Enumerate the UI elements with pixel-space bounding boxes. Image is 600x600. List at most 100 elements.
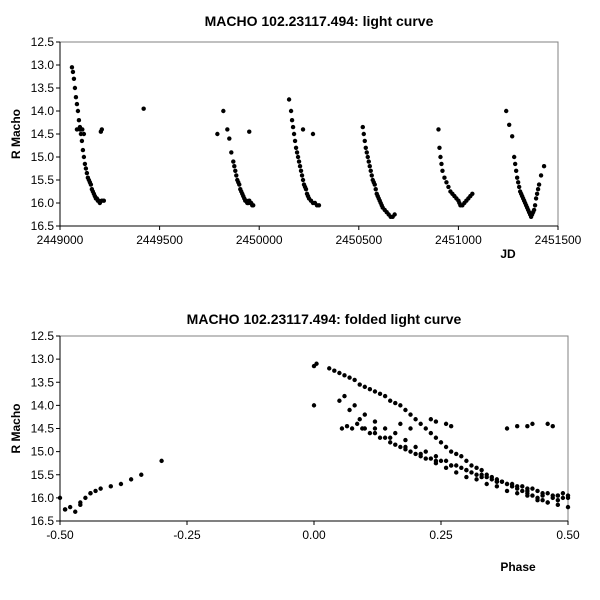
y-tick-label: 16.0 <box>31 196 55 210</box>
data-point <box>362 384 367 390</box>
data-point <box>388 398 393 403</box>
data-point <box>83 166 89 171</box>
y-tick-label: 12.5 <box>31 329 55 343</box>
data-point <box>515 180 521 185</box>
data-point <box>80 147 86 153</box>
y-tick-label: 14.0 <box>31 398 55 412</box>
x-tick-label: 2451500 <box>535 233 582 247</box>
data-point <box>454 463 459 468</box>
data-point <box>372 426 378 431</box>
data-point <box>516 184 522 190</box>
data-point <box>290 124 296 130</box>
data-point <box>413 417 418 422</box>
data-point <box>428 430 434 436</box>
data-point <box>494 484 500 489</box>
y-tick-label: 15.5 <box>31 468 55 482</box>
data-point <box>555 493 561 498</box>
data-point <box>525 423 530 429</box>
y-tick-label: 13.5 <box>31 81 55 95</box>
data-point <box>291 131 297 137</box>
data-point <box>504 426 510 431</box>
data-point <box>536 182 542 187</box>
data-point <box>560 495 566 501</box>
data-point <box>555 497 561 503</box>
data-point <box>139 472 144 477</box>
data-point <box>221 108 226 114</box>
data-point <box>398 403 403 408</box>
data-point <box>448 463 454 468</box>
data-point <box>352 377 357 383</box>
y-tick-label: 14.5 <box>31 422 55 436</box>
data-point <box>532 203 538 208</box>
data-point <box>367 164 372 169</box>
data-point <box>128 477 134 482</box>
data-point <box>298 168 304 173</box>
data-point <box>362 412 367 417</box>
data-point <box>93 488 98 494</box>
data-point <box>101 198 107 203</box>
x-axis-label: Phase <box>500 560 536 574</box>
data-point <box>446 184 451 190</box>
data-point <box>74 101 80 107</box>
data-point <box>448 449 454 454</box>
data-point <box>530 486 535 491</box>
data-point <box>520 484 525 489</box>
data-point <box>515 423 520 429</box>
y-axis-label: R Macho <box>9 109 23 159</box>
data-point <box>357 417 362 422</box>
x-tick-label: -0.25 <box>173 528 201 542</box>
data-point <box>118 481 124 487</box>
data-point <box>314 361 319 366</box>
data-point <box>535 187 541 192</box>
data-point <box>300 177 306 183</box>
data-point <box>159 458 164 464</box>
data-point <box>423 426 428 431</box>
data-point <box>474 477 479 482</box>
data-point <box>474 472 479 477</box>
data-point <box>433 419 439 424</box>
data-point <box>506 122 512 128</box>
data-point <box>382 393 388 399</box>
data-point <box>443 458 449 464</box>
data-point <box>504 108 509 114</box>
y-tick-label: 13.5 <box>31 375 55 389</box>
data-point <box>81 131 87 137</box>
data-point <box>511 154 517 160</box>
data-point <box>459 454 464 459</box>
data-point <box>454 470 459 475</box>
data-point <box>73 95 79 100</box>
data-point <box>525 488 530 494</box>
data-point <box>540 493 545 498</box>
data-point <box>533 196 539 201</box>
data-point <box>57 495 63 501</box>
data-point <box>454 451 459 457</box>
data-point <box>372 419 378 424</box>
data-point <box>428 417 434 422</box>
data-point <box>367 430 373 436</box>
data-point <box>442 175 447 180</box>
data-point <box>82 161 88 167</box>
x-tick-label: 2451000 <box>435 233 482 247</box>
data-point <box>545 421 550 427</box>
data-point <box>509 484 515 489</box>
light-curve-chart: MACHO 102.23117.494: light curve 12.5 13.0… <box>9 13 582 261</box>
data-point <box>479 474 484 480</box>
data-point <box>342 373 347 378</box>
data-point <box>538 173 544 178</box>
x-tick-label: 0.00 <box>302 528 326 542</box>
data-point <box>296 159 302 164</box>
data-point <box>413 444 418 450</box>
data-point <box>310 131 316 137</box>
data-point <box>489 477 494 482</box>
data-point <box>479 467 484 473</box>
data-point <box>339 426 345 431</box>
data-point <box>299 173 305 178</box>
data-point <box>388 435 393 440</box>
data-point <box>327 366 332 371</box>
y-tick-label: 13.0 <box>31 352 55 366</box>
data-point <box>534 191 540 196</box>
data-point <box>344 423 350 429</box>
data-point <box>360 124 365 130</box>
data-point <box>525 493 530 498</box>
data-point <box>88 491 93 496</box>
